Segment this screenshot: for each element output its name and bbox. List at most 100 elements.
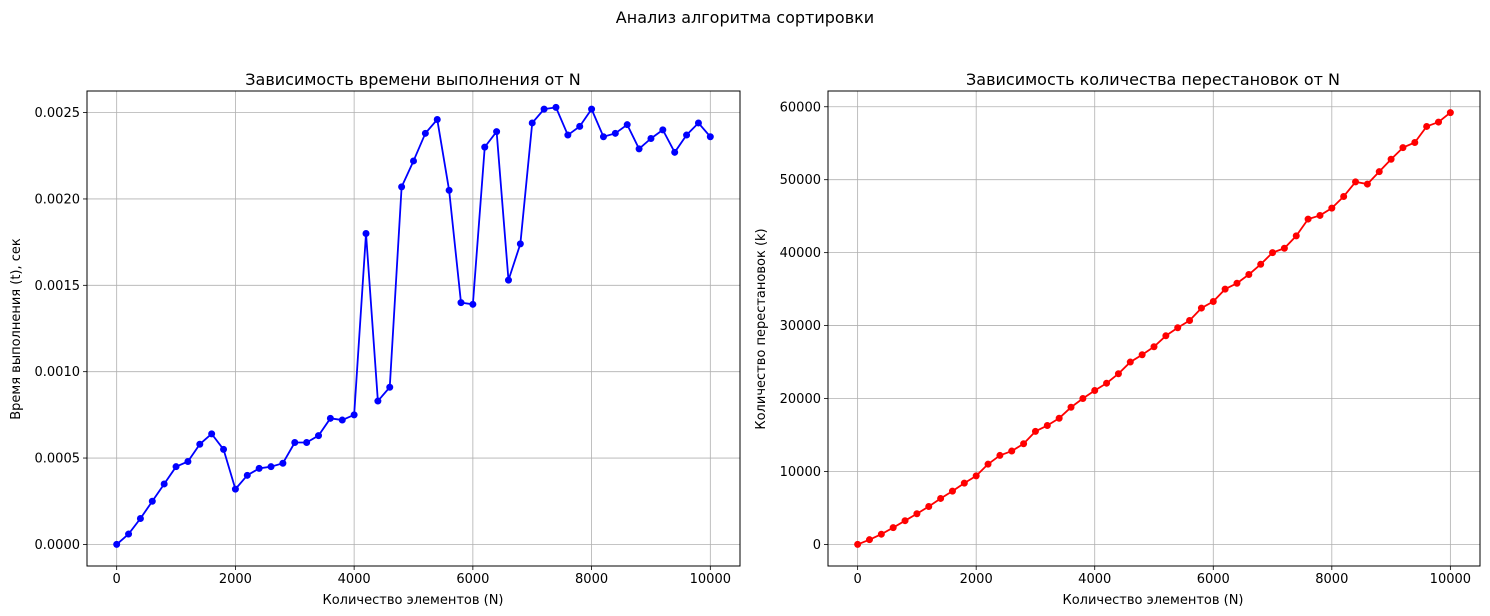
data-point [659,126,667,134]
series-line [857,111,1451,546]
data-point [279,459,287,467]
data-point [184,458,192,465]
data-point [972,472,980,480]
data-point [208,430,216,438]
data-point [350,411,358,419]
data-point [948,487,956,495]
x-axis-label: Количество элементов (N) [1062,593,1243,608]
data-point [315,432,323,440]
data-point [243,471,251,479]
data-point [1363,180,1371,188]
y-tick-label: 0 [813,538,821,553]
data-point [1340,192,1348,200]
data-point [493,128,501,136]
data-point [172,463,180,471]
y-tick-label: 0.0000 [35,538,81,553]
data-point [854,540,862,548]
data-point [1435,118,1443,126]
data-point [516,240,524,248]
data-point [984,460,992,468]
data-point [623,121,631,129]
y-tick-label: 0.0010 [35,365,81,380]
data-point [706,133,714,141]
data-point [1375,168,1383,176]
data-point [889,524,897,532]
data-point [528,119,536,127]
data-point [901,517,909,525]
data-point [255,464,263,472]
data-point [1020,440,1028,448]
series-execution-time [113,103,714,548]
data-point [504,276,512,284]
y-axis-label: Время выполнения (t), сек [9,238,24,420]
data-point [1138,351,1146,359]
data-point [671,148,679,156]
chart-title: Зависимость времени выполнения от N [245,70,580,89]
data-point [326,414,334,422]
data-point [1316,211,1324,219]
data-point [410,157,417,165]
data-point [1162,332,1170,340]
data-point [1197,304,1205,312]
chart-title: Зависимость количества перестановок от N [966,70,1340,89]
y-tick-label: 40000 [780,246,821,261]
grid-lines [87,91,740,566]
y-tick-label: 0.0015 [35,279,81,294]
x-tick-label: 6000 [456,572,489,587]
data-point [1031,427,1039,435]
series-swap-count [854,109,1454,548]
data-point [267,463,275,471]
data-point [445,186,453,194]
data-point [1043,422,1051,430]
data-point [125,530,133,538]
x-tick-label: 0 [113,572,121,587]
data-point [1257,260,1265,268]
data-point [433,116,441,123]
data-point [1055,414,1063,422]
data-point [386,383,394,391]
data-point [1328,204,1336,212]
data-point [231,485,239,493]
data-point [1126,358,1134,366]
data-point [1269,249,1277,257]
x-axis-label: Количество элементов (N) [322,593,503,608]
data-point [1352,178,1360,186]
data-point [647,135,655,142]
data-point [148,497,156,505]
y-axis-label: Количество перестановок (k) [754,228,769,429]
data-point [694,119,702,127]
data-point [1209,298,1217,306]
data-point [220,445,228,453]
data-point [552,103,560,111]
data-point [996,451,1004,459]
data-point [457,299,465,307]
x-axis-ticks: 0 2000 4000 6000 8000 10000 [853,566,1471,587]
data-point [1150,343,1158,351]
data-point [1411,138,1419,146]
y-tick-label: 50000 [780,173,821,188]
y-tick-label: 0.0020 [35,192,81,207]
data-point [374,397,382,405]
x-tick-label: 10000 [690,572,731,587]
y-axis-ticks: 0 10000 20000 30000 40000 50000 60000 [780,100,828,553]
data-point [635,145,643,153]
data-point [1245,271,1253,279]
data-point [576,122,584,130]
data-point [1186,316,1194,324]
data-point [196,440,204,448]
x-tick-label: 8000 [1315,572,1348,587]
data-point [588,105,596,113]
chart-execution-time: Зависимость времени выполнения от N 0 200… [9,70,741,608]
data-point [1387,155,1395,163]
x-tick-label: 8000 [575,572,608,587]
plot-frame [827,90,1481,567]
data-point [303,439,311,446]
data-point [925,502,933,510]
chart-swap-count: Зависимость количества перестановок от N… [754,70,1481,608]
data-point [469,300,477,308]
figure-suptitle: Анализ алгоритма сортировки [616,8,874,27]
y-tick-label: 30000 [780,319,821,334]
plot-frame [86,90,741,567]
